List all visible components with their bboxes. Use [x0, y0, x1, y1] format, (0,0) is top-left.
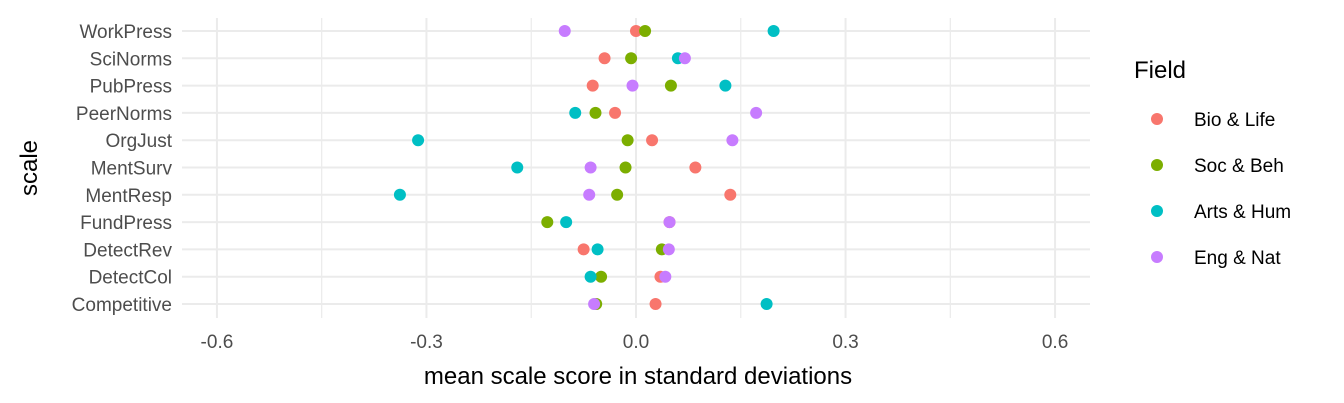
- legend-key-bio-life: [1151, 113, 1163, 125]
- legend-label-soc-beh: Soc & Beh: [1194, 156, 1284, 177]
- y-tick-label: PubPress: [90, 77, 172, 98]
- point-arts-hum: [412, 134, 425, 147]
- y-tick-label: PeerNorms: [76, 104, 172, 125]
- legend-label-bio-life: Bio & Life: [1194, 110, 1275, 131]
- legend: Field Bio & Life Soc & Beh Arts & Hum Eng &…: [1134, 57, 1291, 269]
- point-soc-beh: [639, 25, 652, 37]
- point-bio-life: [598, 52, 611, 65]
- x-tick-label: -0.3: [410, 332, 443, 353]
- point-bio-life: [649, 298, 662, 310]
- point-arts-hum: [393, 188, 406, 201]
- point-arts-hum: [511, 161, 524, 174]
- point-arts-hum: [767, 25, 780, 37]
- y-tick-label: MentResp: [85, 186, 172, 207]
- point-bio-life: [609, 106, 622, 119]
- point-arts-hum: [569, 106, 582, 119]
- legend-label-eng-nat: Eng & Nat: [1194, 248, 1281, 269]
- point-eng-nat: [584, 161, 597, 174]
- x-tick-label: 0.0: [623, 332, 649, 353]
- point-bio-life: [586, 79, 599, 92]
- point-soc-beh: [595, 270, 608, 283]
- y-tick-label: MentSurv: [91, 159, 173, 180]
- data-points: [393, 25, 780, 310]
- point-bio-life: [630, 25, 642, 37]
- point-eng-nat: [583, 188, 596, 201]
- x-tick-labels: -0.6 -0.3 0.0 0.3 0.6: [201, 332, 1069, 353]
- y-tick-label: SciNorms: [90, 49, 172, 70]
- point-arts-hum: [560, 216, 573, 229]
- point-soc-beh: [664, 79, 677, 92]
- y-tick-label: DetectCol: [89, 268, 172, 289]
- point-eng-nat: [726, 134, 739, 147]
- point-soc-beh: [621, 134, 634, 147]
- point-soc-beh: [611, 188, 624, 201]
- point-eng-nat: [626, 79, 639, 92]
- grid-lines: [182, 18, 1090, 318]
- y-tick-label: FundPress: [80, 213, 172, 234]
- point-eng-nat: [588, 298, 601, 310]
- point-eng-nat: [558, 25, 571, 37]
- point-soc-beh: [541, 216, 554, 229]
- point-arts-hum: [719, 79, 732, 92]
- legend-key-eng-nat: [1151, 251, 1163, 263]
- point-soc-beh: [625, 52, 638, 65]
- point-eng-nat: [678, 52, 691, 65]
- point-bio-life: [646, 134, 659, 147]
- legend-key-arts-hum: [1151, 205, 1163, 217]
- x-tick-label: 0.3: [832, 332, 858, 353]
- y-tick-label: Competitive: [72, 295, 172, 316]
- y-tick-label: WorkPress: [79, 22, 172, 43]
- point-bio-life: [724, 188, 737, 201]
- point-bio-life: [689, 161, 702, 174]
- legend-key-soc-beh: [1151, 159, 1163, 171]
- y-axis-title: scale: [16, 140, 43, 196]
- x-axis-title: mean scale score in standard deviations: [424, 363, 852, 390]
- point-soc-beh: [589, 106, 602, 119]
- point-soc-beh: [619, 161, 632, 174]
- x-tick-label: -0.6: [201, 332, 234, 353]
- point-bio-life: [577, 243, 590, 256]
- legend-title: Field: [1134, 57, 1186, 84]
- point-eng-nat: [750, 106, 763, 119]
- point-eng-nat: [662, 243, 675, 256]
- y-tick-labels: WorkPress SciNorms PubPress PeerNorms OrgJus…: [72, 22, 173, 316]
- legend-label-arts-hum: Arts & Hum: [1194, 202, 1291, 223]
- point-arts-hum: [584, 270, 597, 283]
- point-eng-nat: [659, 270, 672, 283]
- y-tick-label: DetectRev: [83, 240, 172, 261]
- point-eng-nat: [663, 216, 676, 229]
- point-arts-hum: [591, 243, 604, 256]
- x-tick-label: 0.6: [1042, 332, 1068, 353]
- y-tick-label: OrgJust: [105, 131, 172, 152]
- point-arts-hum: [760, 298, 773, 310]
